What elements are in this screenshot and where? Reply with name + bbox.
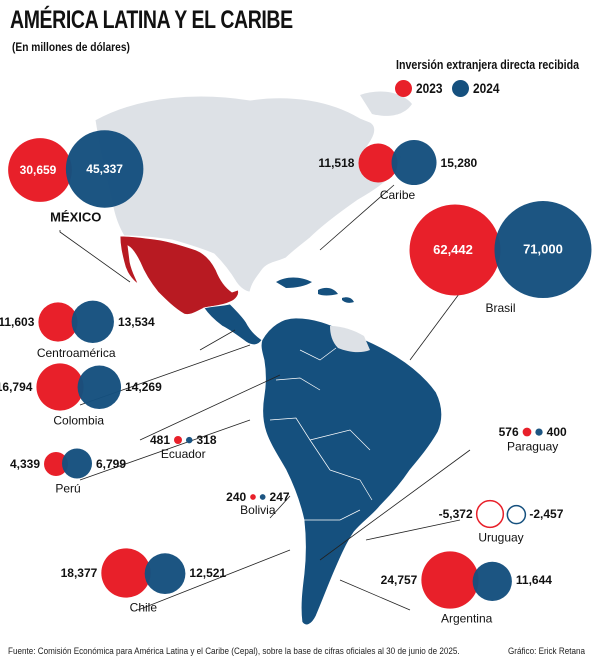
south-america-shape: [260, 317, 442, 626]
value-centroamerica-2023: 11,603: [0, 315, 35, 329]
chart-subtitle: (En millones de dólares): [12, 40, 130, 54]
value-brasil-2024: 71,000: [523, 242, 563, 257]
bubble-ecuador-2024: [185, 436, 193, 444]
bubble-brasil-2024: [494, 201, 592, 299]
legend-swatch-2023: [395, 80, 412, 97]
value-uruguay-2024: -2,457: [529, 507, 563, 521]
bubble-argentina-2024: [472, 561, 512, 601]
value-centroamerica-2024: 13,534: [118, 315, 155, 329]
value-brasil-2023: 62,442: [433, 242, 473, 257]
bubble-bolivia-2024: [259, 494, 266, 500]
value-peru-2023: 4,339: [10, 457, 40, 471]
label-colombia: Colombia: [53, 414, 104, 428]
value-mexico-2024: 45,337: [86, 162, 123, 176]
bubble-ecuador-2023: [174, 436, 182, 444]
label-mexico: MÉXICO: [50, 210, 101, 225]
chart-title: AMÉRICA LATINA Y EL CARIBE: [10, 6, 293, 34]
arctic-shape: [360, 91, 412, 116]
value-caribe-2024: 15,280: [441, 156, 478, 170]
bubble-chile-2024: [144, 553, 186, 595]
bubble-caribe-2023: [358, 143, 398, 183]
mexico-shape: [119, 235, 239, 315]
graphic-credit: Gráfico: Erick Retana: [508, 646, 585, 656]
bubble-peru-2024: [61, 448, 93, 479]
value-colombia-2024: 14,269: [125, 380, 162, 394]
label-bolivia: Bolivia: [240, 503, 276, 517]
label-centroamerica: Centroamérica: [37, 346, 116, 360]
value-argentina-2024: 11,644: [516, 573, 552, 587]
legend-label-2024: 2024: [473, 80, 500, 96]
label-ecuador: Ecuador: [161, 447, 206, 461]
value-ecuador-2024: 318: [196, 433, 216, 447]
legend-label-2023: 2023: [416, 80, 443, 96]
value-paraguay-2024: 400: [547, 425, 567, 439]
value-mexico-2023: 30,659: [20, 163, 57, 177]
value-argentina-2023: 24,757: [381, 573, 418, 587]
bubble-mexico-2023: [8, 138, 72, 202]
central-america-shape: [203, 303, 263, 346]
bubble-brasil-2023: [409, 204, 501, 296]
value-ecuador-2023: 481: [150, 433, 170, 447]
legend-swatch-2024: [452, 80, 469, 97]
bubble-argentina-2023: [421, 551, 479, 609]
bubble-colombia-2023: [36, 363, 84, 411]
value-uruguay-2023: -5,372: [439, 507, 473, 521]
label-uruguay: Uruguay: [478, 530, 523, 544]
value-chile-2024: 12,521: [189, 566, 226, 580]
source-footnote: Fuente: Comisión Económica para América …: [8, 646, 460, 656]
bubble-uruguay-2024: [506, 504, 527, 525]
value-bolivia-2024: 247: [270, 490, 290, 504]
label-caribe: Caribe: [380, 188, 416, 202]
bubble-centroamerica-2023: [38, 302, 78, 342]
value-chile-2023: 18,377: [61, 566, 98, 580]
value-caribe-2023: 11,518: [318, 156, 354, 170]
guianas-shape: [330, 326, 370, 353]
label-chile: Chile: [130, 601, 158, 615]
north-america-shape: [94, 95, 403, 293]
country-borders: [269, 347, 373, 521]
leader-lines: [59, 184, 471, 611]
legend-title: Inversión extranjera directa recibida: [396, 57, 580, 72]
bubble-centroamerica-2024: [71, 300, 114, 343]
bubble-colombia-2024: [77, 365, 122, 410]
label-argentina: Argentina: [441, 612, 493, 626]
label-brasil: Brasil: [485, 301, 515, 315]
label-peru: Perú: [55, 482, 80, 496]
value-colombia-2023: 16,794: [0, 380, 33, 394]
caribbean-islands: [276, 277, 354, 303]
bubble-mexico-2024: [65, 130, 144, 208]
label-paraguay: Paraguay: [507, 439, 558, 453]
bubble-peru-2023: [44, 452, 68, 476]
bubble-caribe-2024: [391, 140, 437, 186]
bubble-uruguay-2023: [475, 499, 505, 529]
bubble-bolivia-2023: [250, 494, 256, 500]
value-paraguay-2023: 576: [499, 425, 519, 439]
bubble-layer: 30,659 45,337 MÉXICO 11,518 15,280 Caribe 62,4…: [0, 130, 592, 626]
bubble-paraguay-2023: [522, 427, 532, 437]
value-bolivia-2023: 240: [226, 490, 246, 504]
bubble-paraguay-2024: [535, 428, 543, 436]
value-peru-2024: 6,799: [96, 457, 126, 471]
bubble-chile-2023: [101, 548, 151, 598]
